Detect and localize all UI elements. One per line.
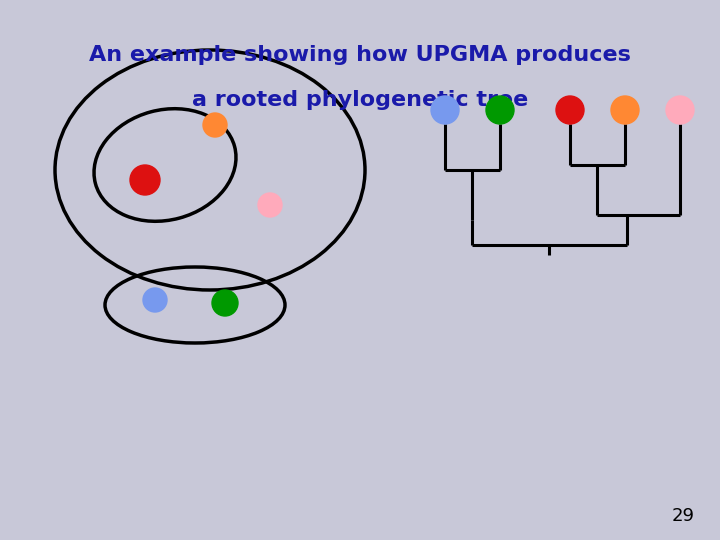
- Text: a rooted phylogenetic tree: a rooted phylogenetic tree: [192, 90, 528, 110]
- Circle shape: [556, 96, 584, 124]
- Circle shape: [130, 165, 160, 195]
- Circle shape: [666, 96, 694, 124]
- Circle shape: [143, 288, 167, 312]
- Text: An example showing how UPGMA produces: An example showing how UPGMA produces: [89, 45, 631, 65]
- Circle shape: [258, 193, 282, 217]
- Circle shape: [486, 96, 514, 124]
- Text: 29: 29: [672, 507, 695, 525]
- Circle shape: [203, 113, 227, 137]
- Circle shape: [212, 290, 238, 316]
- Circle shape: [431, 96, 459, 124]
- Circle shape: [611, 96, 639, 124]
